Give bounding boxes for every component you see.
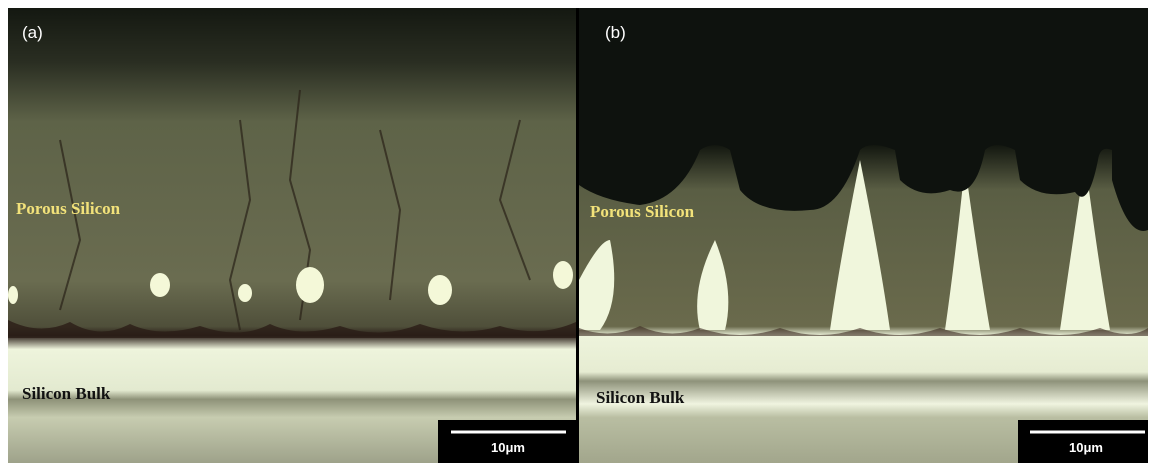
porous-label: Porous Silicon — [590, 202, 695, 221]
bulk-label: Silicon Bulk — [22, 384, 111, 403]
figure: (a) Porous Silicon Silicon Bulk 10μm (b)… — [0, 0, 1152, 465]
bulk-label: Silicon Bulk — [596, 388, 685, 407]
panel-a: (a) Porous Silicon Silicon Bulk 10μm — [8, 8, 576, 463]
panel-label: (a) — [22, 23, 43, 42]
scale-bar-label: 10μm — [491, 440, 525, 455]
porous-label: Porous Silicon — [16, 199, 121, 218]
scale-bar-label: 10μm — [1069, 440, 1103, 455]
panel-b: (b) Porous Silicon Silicon Bulk 10μm — [579, 8, 1148, 463]
panel-label: (b) — [605, 23, 626, 42]
divider — [576, 8, 579, 463]
